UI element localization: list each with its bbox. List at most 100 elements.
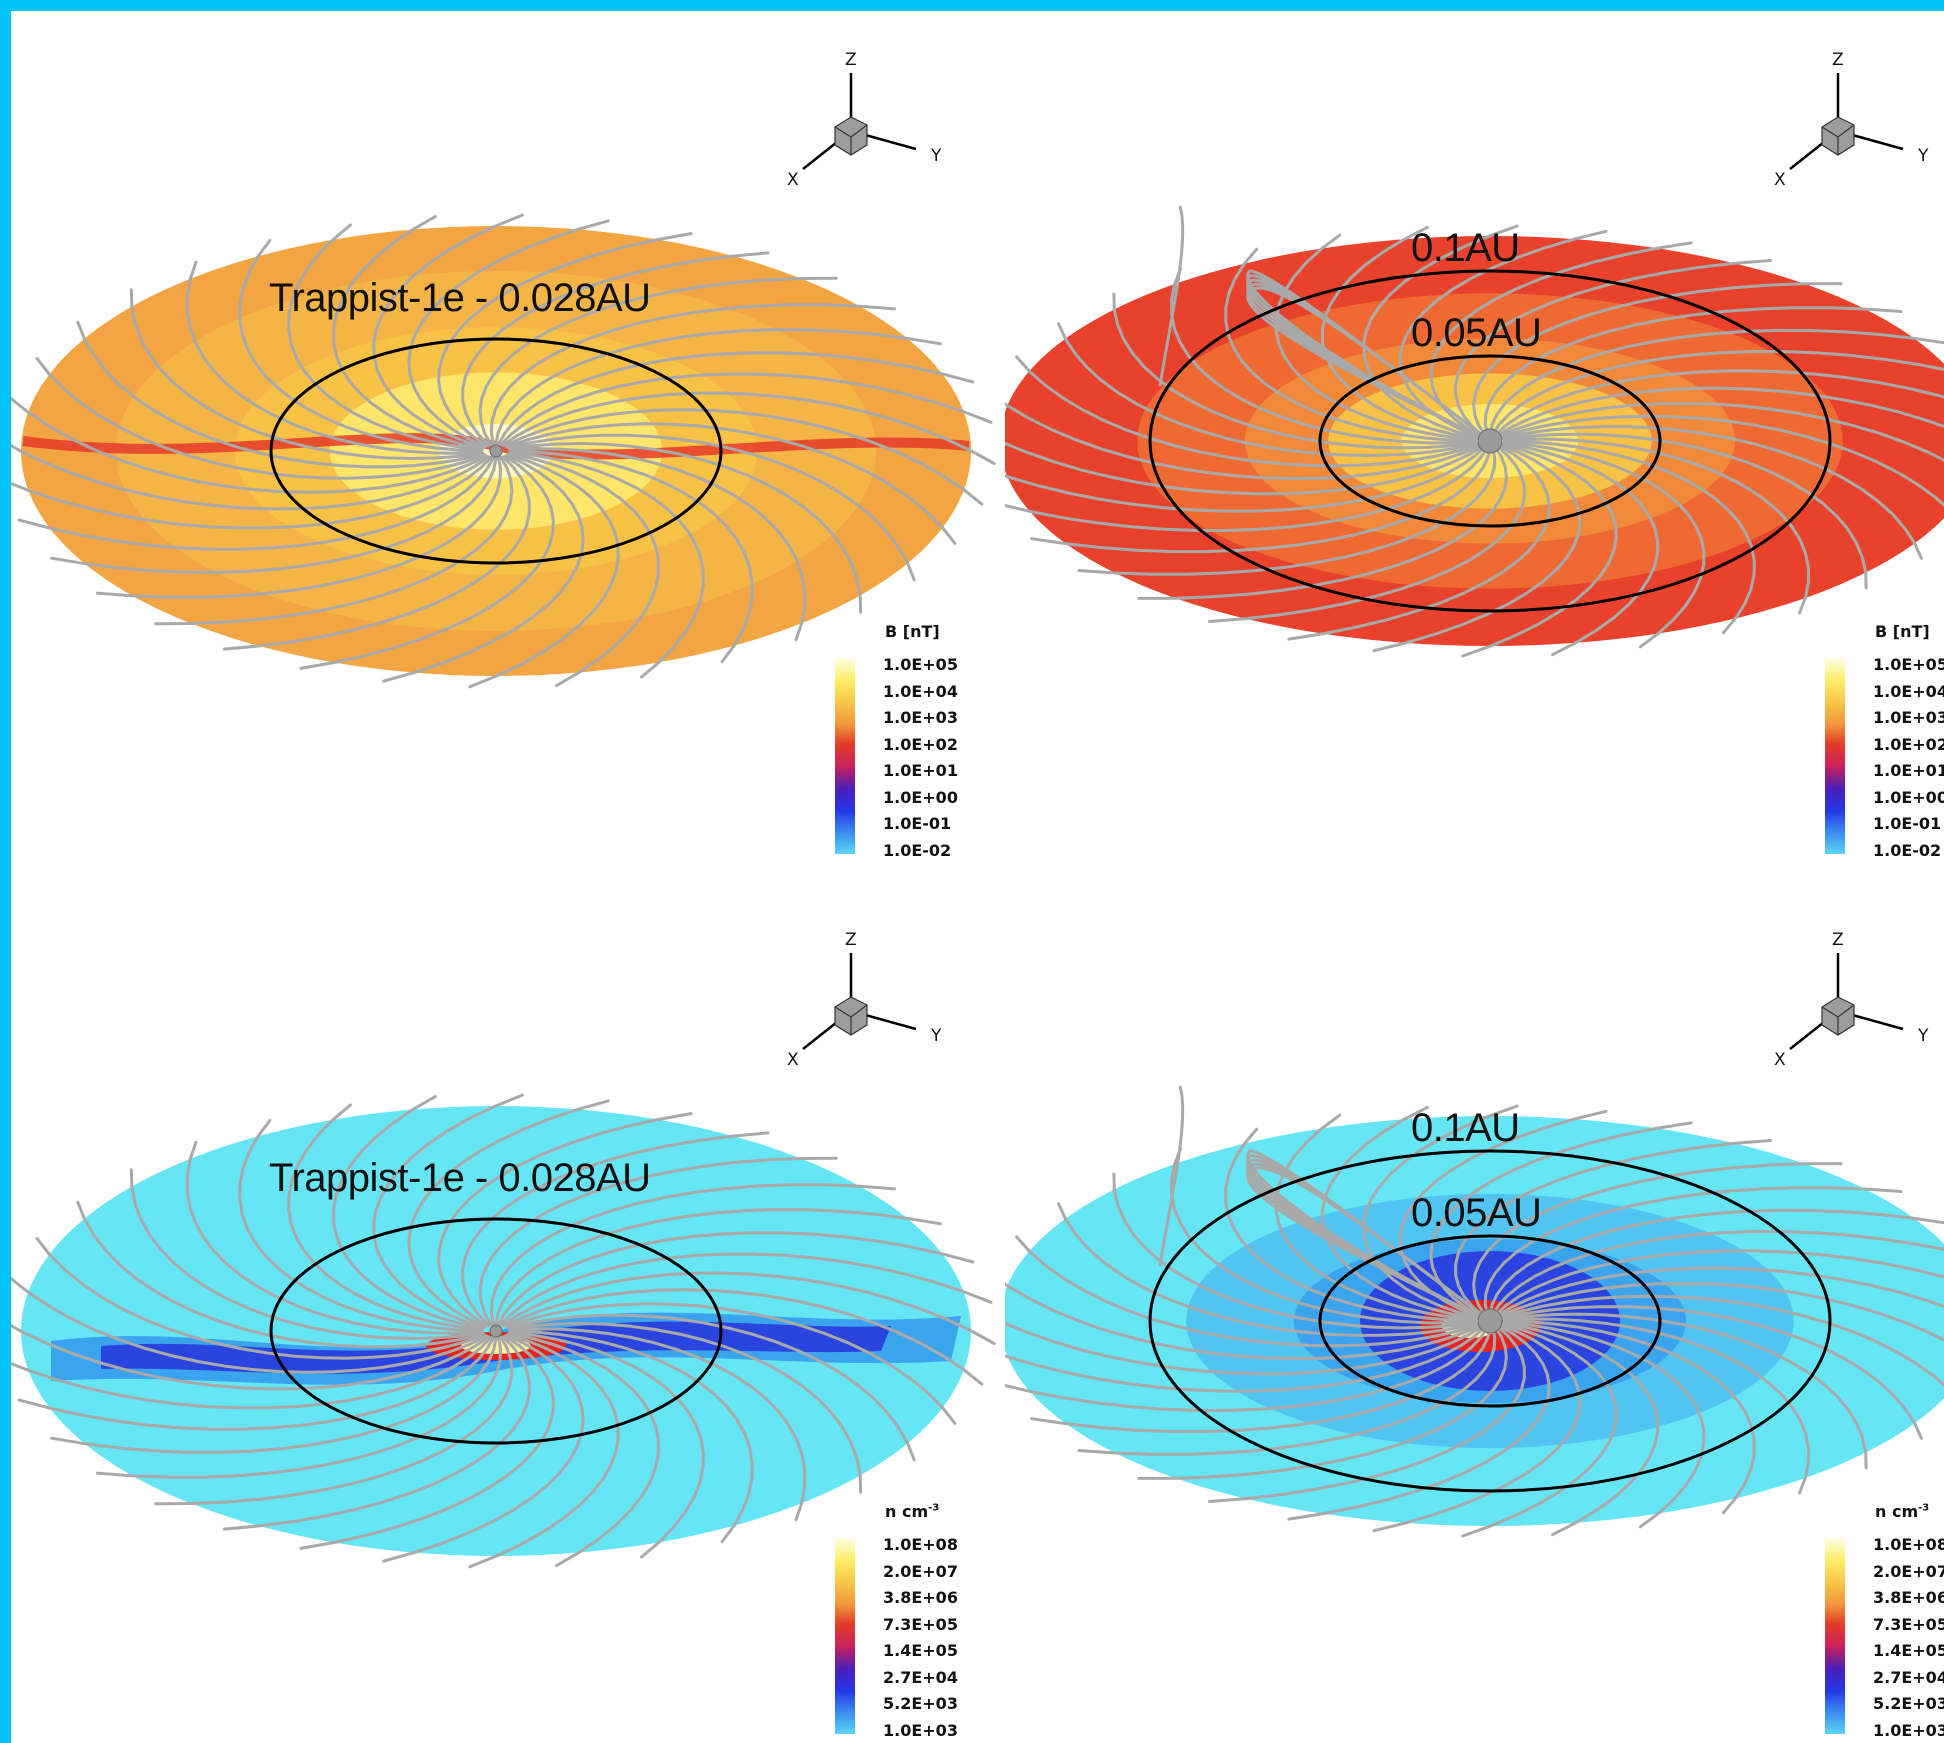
field-line xyxy=(1483,1186,1903,1317)
field-line xyxy=(1030,1325,1492,1434)
field-line xyxy=(1499,1294,1944,1387)
field-line xyxy=(1005,445,1489,533)
z-axis-label: Z xyxy=(1832,930,1844,950)
orbit-ring-inner xyxy=(1318,1234,1662,1408)
field-line xyxy=(154,455,514,626)
field-line xyxy=(1503,1317,1810,1495)
colorbar-tick-label: 2.7E+04 xyxy=(883,1667,958,1687)
colorbar xyxy=(1825,1538,1845,1734)
field-line xyxy=(1502,1321,1660,1537)
y-axis-label: Y xyxy=(1917,1026,1929,1046)
colorbar-tick-label: 2.7E+04 xyxy=(1873,1667,1944,1687)
field-line xyxy=(1472,282,1843,437)
disk-plot: Trappist-1e - 0.028AU Z Y X xyxy=(11,50,996,689)
field-line xyxy=(497,1231,975,1326)
field-line xyxy=(238,1119,484,1333)
colorbar-tick-label: 1.0E-01 xyxy=(1873,814,1942,833)
field-line xyxy=(1503,437,1810,615)
field-line xyxy=(17,1336,495,1431)
field-line xyxy=(1488,328,1944,437)
colorbar-tick-label: 1.0E+03 xyxy=(883,708,958,727)
star-sphere xyxy=(1477,1308,1503,1334)
field-line xyxy=(96,456,503,599)
field-line xyxy=(1005,1282,1483,1361)
field-line xyxy=(1493,1249,1944,1317)
colorbar-tick-label: 1.0E+00 xyxy=(883,787,958,807)
colorbar-tick-label: 1.4E+05 xyxy=(883,1641,958,1660)
field-line xyxy=(1077,1325,1497,1456)
field-line xyxy=(382,1333,585,1563)
field-line xyxy=(489,303,896,446)
field-line xyxy=(1503,440,1706,649)
panel-density-close-orbit: Trappist-1e - 0.028AU Z Y X n cm-3 1.0E+08… xyxy=(11,891,1011,1743)
triad-cube xyxy=(834,996,868,1036)
field-line xyxy=(372,213,524,450)
field-line xyxy=(1495,1266,1944,1318)
field-line xyxy=(50,1336,498,1454)
colorbar-tick-label: 1.0E+01 xyxy=(883,761,958,780)
field-line xyxy=(1005,1321,1485,1376)
field-line xyxy=(507,1321,863,1494)
field-line xyxy=(1362,1104,1519,1320)
colorbar-tick-label: 1.4E+05 xyxy=(1873,1641,1944,1660)
field-line xyxy=(508,450,705,679)
field-line xyxy=(503,1288,984,1386)
disk-plot: 0.1AU 0.05AU Z Y X xyxy=(1005,930,1944,1538)
field-line xyxy=(17,456,495,551)
legend-title: n cm-3 xyxy=(1875,1502,1930,1521)
orbit-ring-inner xyxy=(1318,354,1662,528)
colorbar-tick-label: 7.3E+05 xyxy=(1873,1614,1944,1634)
field-line xyxy=(185,260,484,455)
colorbar-tick-label: 7.3E+05 xyxy=(883,1614,958,1634)
field-line xyxy=(129,288,485,461)
field-line xyxy=(372,1093,524,1330)
field-line xyxy=(299,454,555,670)
field-line xyxy=(508,1330,705,1559)
star-sphere xyxy=(1477,428,1503,454)
field-line xyxy=(11,1276,489,1374)
field-line xyxy=(468,1332,620,1569)
x-axis-label: X xyxy=(787,170,799,190)
field-line xyxy=(1274,1113,1477,1322)
field-line xyxy=(11,396,489,494)
field-line xyxy=(1112,1172,1478,1330)
colorbar-tick-label: 3.8E+06 xyxy=(1873,1588,1944,1607)
field-line xyxy=(1287,1324,1551,1521)
field-line xyxy=(508,449,754,663)
field-line xyxy=(382,453,585,683)
open-field-line xyxy=(1158,1085,1185,1267)
field-line xyxy=(129,1168,485,1341)
inner-orbit-label: 0.05AU xyxy=(1411,1191,1541,1235)
field-line xyxy=(1483,306,1903,437)
field-line xyxy=(1495,386,1944,438)
colorbar-tick-label: 1.0E+00 xyxy=(1873,787,1944,807)
colorbar-tick-label: 1.0E+08 xyxy=(883,1535,958,1554)
field-line xyxy=(1501,425,1923,560)
field-line xyxy=(505,1302,957,1425)
field-line xyxy=(35,1237,487,1360)
field-line xyxy=(437,1112,693,1328)
colorbar-tick-label: 3.8E+06 xyxy=(883,1588,958,1607)
colorbar-tick-label: 1.0E+08 xyxy=(1873,1535,1944,1554)
colorbar-legend: n cm-3 1.0E+08 2.0E+07 3.8E+06 7.3E+05 1.4E+… xyxy=(1825,1502,1944,1742)
field-line xyxy=(238,239,484,453)
colorbar-tick-label: 1.0E+04 xyxy=(883,681,958,701)
field-line xyxy=(1491,1229,1944,1317)
legend-title: n cm-3 xyxy=(885,1502,940,1521)
field-line xyxy=(299,1334,555,1550)
field-line xyxy=(505,422,957,545)
colorbar-tick-label: 1.0E+03 xyxy=(1873,1720,1944,1740)
disk-plot: Trappist-1e - 0.028AU Z Y X xyxy=(11,930,996,1569)
field-line xyxy=(508,447,807,642)
field-line xyxy=(1030,445,1492,554)
field-line xyxy=(478,1156,838,1327)
legend-title: B [nT] xyxy=(885,622,940,641)
colorbar-tick-labels: 1.0E+05 1.0E+04 1.0E+03 1.0E+02 1.0E+01 1.0E+… xyxy=(1873,652,1944,864)
colorbar xyxy=(835,658,855,854)
field-line xyxy=(287,1103,484,1332)
field-line xyxy=(332,215,485,451)
field-line xyxy=(1493,369,1944,437)
field-line xyxy=(501,1271,996,1345)
triad-cube xyxy=(1821,116,1855,156)
outer-orbit-label: 0.1AU xyxy=(1411,226,1520,270)
